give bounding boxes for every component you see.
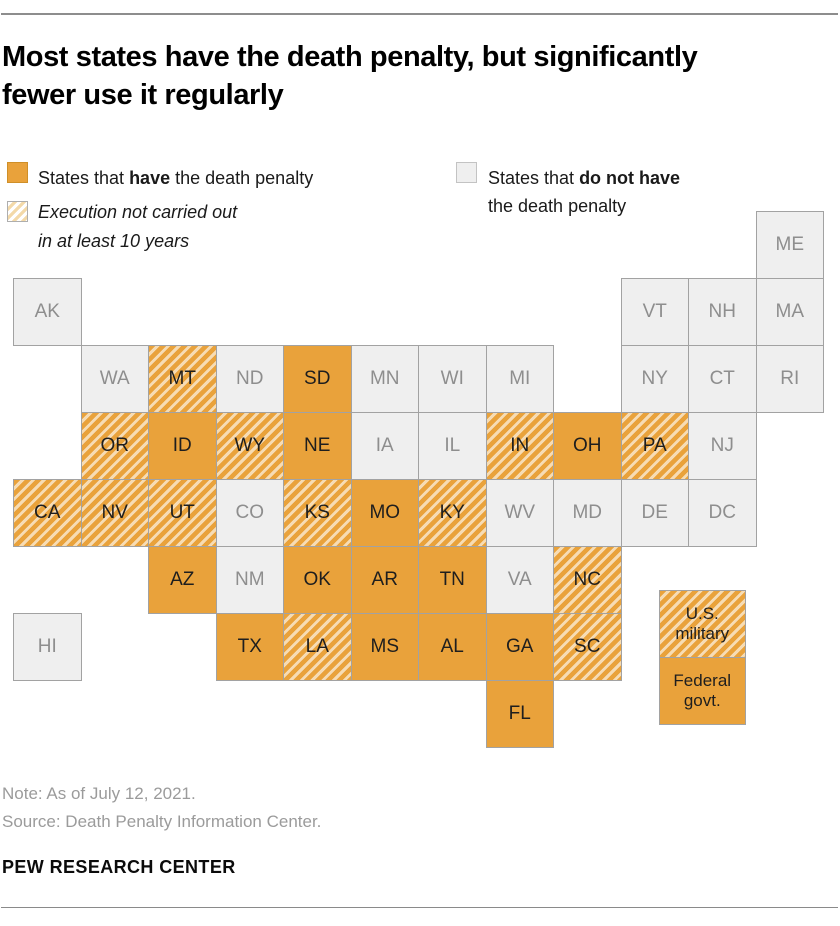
state-tile-id: ID bbox=[148, 411, 217, 480]
state-tile-mt: MT bbox=[148, 344, 217, 413]
brand-text: PEW RESEARCH CENTER bbox=[2, 857, 236, 877]
state-tile-mi: MI bbox=[485, 344, 554, 413]
legend-swatch-hatched bbox=[7, 201, 28, 222]
state-tile-tn: TN bbox=[418, 545, 487, 614]
top-divider bbox=[1, 13, 838, 15]
legend-swatch-nothave bbox=[456, 162, 477, 183]
state-tile-vt: VT bbox=[620, 277, 689, 346]
state-tile-oh: OH bbox=[553, 411, 622, 480]
note-text: Note: As of July 12, 2021. bbox=[2, 784, 196, 803]
state-tile-ak: AK bbox=[13, 277, 82, 346]
legend-hatch-line1: Execution not carried out bbox=[38, 202, 238, 222]
state-tile-ok: OK bbox=[283, 545, 352, 614]
state-tile-fl: FL bbox=[485, 679, 554, 748]
legend-have-prefix: States that bbox=[38, 168, 130, 188]
us-military-tile: U.S. military bbox=[658, 589, 746, 658]
legend-have-suffix: the death penalty bbox=[170, 168, 314, 188]
state-tile-wy: WY bbox=[215, 411, 284, 480]
state-tile-ma: MA bbox=[755, 277, 824, 346]
state-tile-nv: NV bbox=[80, 478, 149, 547]
state-tile-me: ME bbox=[755, 210, 824, 279]
legend-nothave-prefix: States that bbox=[488, 168, 580, 188]
legend-label-hatched: Execution not carried out in at least 10… bbox=[38, 198, 237, 256]
state-tile-ia: IA bbox=[350, 411, 419, 480]
state-tile-ca: CA bbox=[13, 478, 82, 547]
source-text: Source: Death Penalty Information Center… bbox=[2, 812, 322, 831]
legend-nothave-line2: the death penalty bbox=[488, 196, 627, 216]
state-tile-ct: CT bbox=[688, 344, 757, 413]
legend-swatch-have bbox=[7, 162, 28, 183]
state-tile-la: LA bbox=[283, 612, 352, 681]
page-title-line2: fewer use it regularly bbox=[2, 79, 284, 111]
state-tile-ky: KY bbox=[418, 478, 487, 547]
legend-nothave-bold: do not have bbox=[579, 168, 681, 188]
state-tile-hi: HI bbox=[13, 612, 82, 681]
state-tile-nh: NH bbox=[688, 277, 757, 346]
legend-have-bold: have bbox=[129, 168, 171, 188]
state-tile-nm: NM bbox=[215, 545, 284, 614]
state-tile-ks: KS bbox=[283, 478, 352, 547]
state-tile-ms: MS bbox=[350, 612, 419, 681]
state-tile-ny: NY bbox=[620, 344, 689, 413]
state-tile-md: MD bbox=[553, 478, 622, 547]
bottom-divider bbox=[1, 907, 838, 908]
state-tile-mo: MO bbox=[350, 478, 419, 547]
state-tile-sc: SC bbox=[553, 612, 622, 681]
state-tile-in: IN bbox=[485, 411, 554, 480]
state-tile-ne: NE bbox=[283, 411, 352, 480]
federal-govt-tile: Federal govt. bbox=[658, 656, 746, 725]
state-tile-ga: GA bbox=[485, 612, 554, 681]
state-tile-ut: UT bbox=[148, 478, 217, 547]
legend-hatch-line2: in at least 10 years bbox=[38, 231, 190, 251]
state-tile-al: AL bbox=[418, 612, 487, 681]
page-title-line1: Most states have the death penalty, but … bbox=[2, 41, 698, 73]
state-tile-tx: TX bbox=[215, 612, 284, 681]
state-tile-il: IL bbox=[418, 411, 487, 480]
state-tile-de: DE bbox=[620, 478, 689, 547]
state-tile-nc: NC bbox=[553, 545, 622, 614]
state-tile-pa: PA bbox=[620, 411, 689, 480]
state-tile-mn: MN bbox=[350, 344, 419, 413]
state-tile-va: VA bbox=[485, 545, 554, 614]
state-tile-dc: DC bbox=[688, 478, 757, 547]
state-tile-wi: WI bbox=[418, 344, 487, 413]
state-tile-or: OR bbox=[80, 411, 149, 480]
state-tile-ar: AR bbox=[350, 545, 419, 614]
state-tile-az: AZ bbox=[148, 545, 217, 614]
legend-label-nothave: States that do not have the death penalt… bbox=[488, 164, 680, 220]
state-tile-wa: WA bbox=[80, 344, 149, 413]
state-tile-nj: NJ bbox=[688, 411, 757, 480]
state-tile-co: CO bbox=[215, 478, 284, 547]
state-tile-wv: WV bbox=[485, 478, 554, 547]
page-title: Most states have the death penalty, but … bbox=[2, 38, 838, 114]
state-tile-sd: SD bbox=[283, 344, 352, 413]
state-tile-nd: ND bbox=[215, 344, 284, 413]
legend-label-have: States that have the death penalty bbox=[38, 164, 313, 192]
state-tile-ri: RI bbox=[755, 344, 824, 413]
